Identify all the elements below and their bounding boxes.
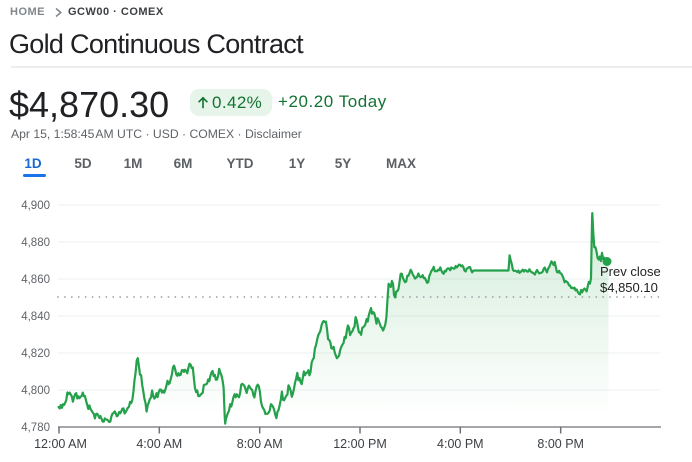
svg-text:Prev close: Prev close [600,264,661,279]
svg-text:$4,850.10: $4,850.10 [600,280,658,295]
svg-text:12:00 AM: 12:00 AM [34,437,87,451]
svg-text:4,880: 4,880 [21,237,50,249]
svg-text:12:00 PM: 12:00 PM [333,437,387,451]
svg-text:4,780: 4,780 [21,422,50,434]
svg-text:4:00 AM: 4:00 AM [136,437,182,451]
svg-text:8:00 PM: 8:00 PM [537,437,584,451]
svg-text:8:00 AM: 8:00 AM [237,437,283,451]
svg-text:4,860: 4,860 [21,274,50,286]
svg-text:4,840: 4,840 [21,311,50,323]
svg-text:4:00 PM: 4:00 PM [437,437,484,451]
svg-text:4,800: 4,800 [21,385,50,397]
svg-text:4,900: 4,900 [21,200,50,212]
svg-text:4,820: 4,820 [21,348,50,360]
